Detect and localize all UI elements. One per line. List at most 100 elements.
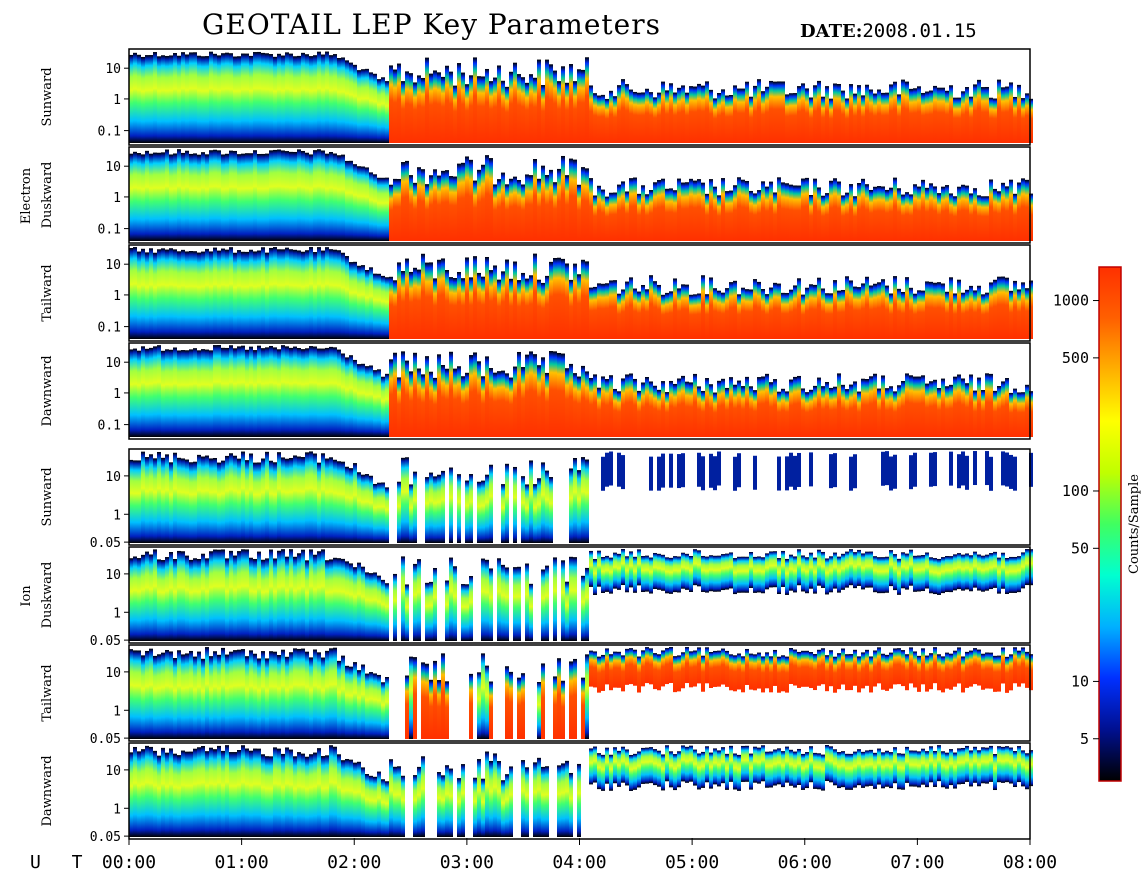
spectrogram-strip [173, 452, 177, 543]
spectrogram-strip [585, 654, 589, 739]
spectrogram-strip [577, 470, 581, 543]
spectrogram-strip [665, 745, 669, 782]
spectrogram-strip [609, 451, 613, 486]
spectrogram-strip [449, 557, 453, 641]
spectrogram-strip [469, 576, 473, 641]
spectrogram-strip [681, 453, 685, 488]
spectrogram-strip [725, 553, 729, 590]
colorbar-label: Counts/Sample [1127, 474, 1142, 574]
spectrogram-strip [321, 250, 325, 339]
spectrogram-strip [205, 647, 209, 739]
spectrogram-strip [881, 653, 885, 690]
spectrogram-strip [249, 346, 253, 437]
spectrogram-strip [617, 553, 621, 590]
group-label-ion: Ion [19, 585, 34, 607]
spectrogram-strip [685, 182, 689, 241]
spectrogram-strip [537, 279, 541, 339]
spectrogram-strip [961, 554, 965, 591]
spectrogram-strip [461, 278, 465, 339]
spectrogram-strip [173, 347, 177, 437]
spectrogram-strip [529, 175, 533, 241]
spectrogram-strip [489, 368, 493, 437]
spectrogram-strip [241, 53, 245, 144]
spectrogram-strip [953, 752, 957, 789]
spectrogram-strip [413, 82, 417, 143]
spectrogram-strip [225, 558, 229, 641]
spectrogram-strip [681, 745, 685, 782]
spectrogram-strip [261, 247, 265, 339]
spectrogram-strip [689, 745, 693, 782]
spectrogram-strip [413, 471, 417, 543]
spectrogram-strip [793, 376, 797, 437]
spectrogram-strip [553, 70, 557, 143]
spectrogram-strip [317, 462, 321, 543]
spectrogram-strip [149, 248, 153, 339]
spectrogram-strip [509, 178, 513, 241]
spectrogram-strip [361, 767, 365, 837]
spectrogram-strip [933, 85, 937, 143]
spectrogram-strip [209, 458, 213, 543]
spectrogram-strip [401, 162, 405, 241]
spectrogram-strip [229, 150, 233, 241]
spectrogram-strip [545, 766, 549, 837]
spectrogram-strip [201, 152, 205, 241]
spectrogram-strip [681, 284, 685, 339]
spectrogram-strip [1029, 193, 1033, 241]
spectrogram-strip [969, 96, 973, 143]
spectrogram-strip [553, 182, 557, 241]
spectrogram-strip [873, 373, 877, 437]
spectrogram-strip [901, 753, 905, 790]
spectrogram-strip [281, 549, 285, 641]
spectrogram-strip [365, 269, 369, 339]
spectrogram-strip [165, 557, 169, 641]
spectrogram-strip [817, 549, 821, 586]
spectrogram-strip [453, 566, 457, 641]
spectrogram-strip [897, 558, 901, 595]
spectrogram-strip [457, 366, 461, 437]
spectrogram-strip [161, 152, 165, 241]
spectrogram-strip [325, 347, 329, 437]
panel-frame [128, 546, 1031, 644]
spectrogram-strip [653, 385, 657, 437]
spectrogram-strip [169, 462, 173, 543]
spectrogram-strip [881, 375, 885, 437]
spectrogram-strip [361, 265, 365, 339]
spectrogram-strip [1017, 84, 1021, 143]
spectrogram-strip [893, 81, 897, 143]
spectrogram-strip [857, 85, 861, 143]
spectrogram-strip [837, 83, 841, 143]
spectrogram-strip [813, 85, 817, 143]
spectrogram-strip [825, 86, 829, 143]
spectrogram-strip [429, 262, 433, 339]
spectrogram-strip [273, 462, 277, 543]
spectrogram-strip [661, 650, 665, 687]
spectrogram-strip [501, 172, 505, 241]
spectrogram-strip [657, 654, 661, 691]
spectrogram-strip [149, 746, 153, 837]
spectrogram-strip [269, 651, 273, 739]
spectrogram-strip [777, 81, 781, 143]
spectrogram-strip [1009, 556, 1013, 593]
spectrogram-strip [953, 376, 957, 437]
spectrogram-strip [869, 89, 873, 143]
spectrogram-strip [305, 152, 309, 241]
spectrogram-strip [1021, 750, 1025, 787]
spectrogram-strip [797, 651, 801, 688]
spectrogram-strip [833, 453, 837, 488]
spectrogram-strip [529, 351, 533, 437]
spectrogram-strip [813, 284, 817, 339]
spectrogram-strip [189, 559, 193, 641]
spectrogram-strip [377, 177, 381, 241]
spectrogram-strip [193, 348, 197, 437]
spectrogram-strip [745, 648, 749, 685]
spectrogram-strip [1005, 186, 1009, 241]
spectrogram-strip [417, 269, 421, 339]
spectrogram-strip [477, 361, 481, 437]
spectrogram-strip [605, 98, 609, 143]
spectrogram-strip [825, 382, 829, 437]
spectrogram-strip [385, 583, 389, 641]
spectrogram-strip [641, 650, 645, 687]
spectrogram-strip [301, 648, 305, 739]
spectrogram-strip [137, 350, 141, 437]
spectrogram-strip [549, 64, 553, 143]
